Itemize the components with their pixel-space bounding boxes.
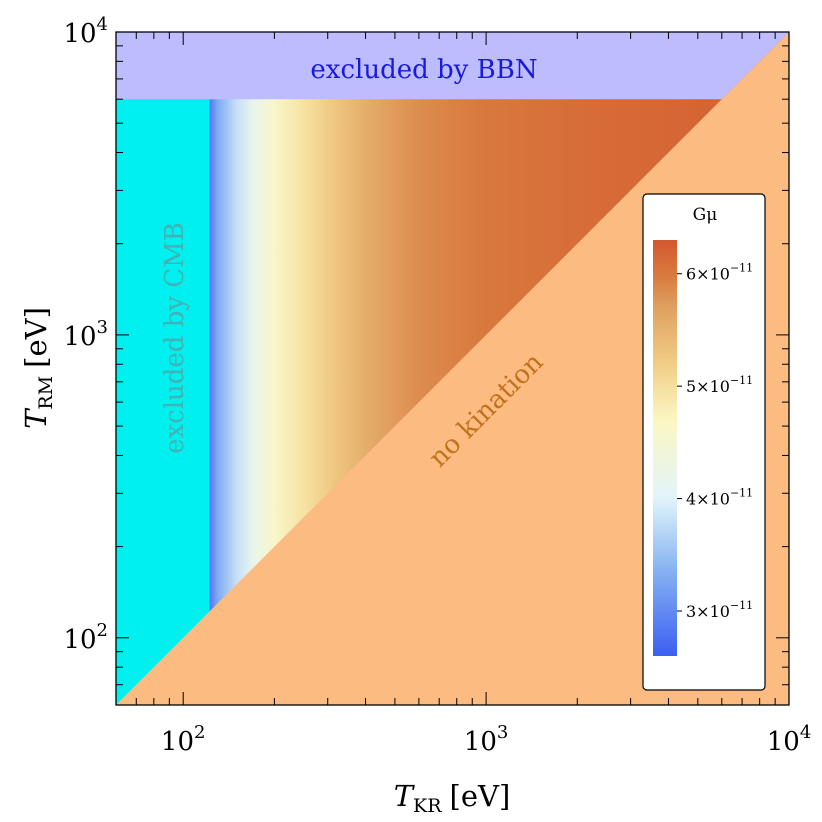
colorbar-tick-exp: −11 — [730, 487, 753, 500]
cmb-excluded-region-shape — [116, 32, 210, 705]
y-axis-label-sub: RM — [35, 376, 57, 410]
colorbar-tick-label: 4×10−11 — [686, 487, 753, 509]
x-tick-label: 102 — [161, 722, 206, 757]
colorbar-tick-exp: −11 — [730, 262, 753, 275]
y-axis-label-main: T — [19, 407, 53, 429]
y-tick-label-exp: 4 — [97, 14, 108, 35]
x-tick-label-base: 10 — [767, 727, 800, 757]
bbn-label: excluded by BBN — [310, 55, 537, 85]
x-axis-label-main: T — [394, 779, 416, 813]
x-tick-label-exp: 3 — [497, 722, 508, 743]
y-axis-label-unit: [eV] — [19, 307, 53, 368]
bbn-excluded-region-shape — [116, 32, 789, 100]
colorbar-tick-mantissa: 5×10 — [686, 377, 730, 396]
colorbar-legend: Gμ 3×10−114×10−115×10−116×10−11 — [642, 193, 766, 691]
x-tick-label-exp: 4 — [800, 722, 811, 743]
y-axis-ticks — [116, 31, 789, 706]
x-axis-tick-labels: 102 103 104 — [161, 722, 811, 757]
plot-frame — [115, 31, 790, 706]
colorbar-tick-exp: −11 — [730, 374, 753, 387]
colorbar-title: Gμ — [693, 205, 718, 225]
y-tick-label-base: 10 — [63, 322, 96, 352]
x-tick-label-exp: 2 — [194, 722, 205, 743]
colorbar-tick-exp: −11 — [730, 599, 753, 612]
y-tick-label: 102 — [63, 620, 108, 655]
y-tick-label-exp: 2 — [97, 620, 108, 641]
cmb-label: excluded by CMB — [160, 222, 190, 454]
colorbar-tick-label: 5×10−11 — [686, 374, 753, 396]
y-tick-label-exp: 3 — [97, 317, 108, 338]
y-tick-label: 103 — [63, 317, 108, 352]
colorbar-gradient — [653, 240, 677, 656]
colorbar-tick-label: 6×10−11 — [686, 262, 753, 284]
x-axis-label-unit: [eV] — [450, 779, 511, 813]
colorbar-tick-mantissa: 3×10 — [686, 602, 730, 621]
y-tick-label-base: 10 — [63, 19, 96, 49]
x-tick-label: 103 — [464, 722, 509, 757]
x-tick-label-base: 10 — [464, 727, 497, 757]
colorbar-tick-label: 3×10−11 — [686, 599, 753, 621]
x-tick-label: 104 — [767, 722, 812, 757]
colorbar-tick-mantissa: 4×10 — [686, 490, 730, 509]
x-axis-label-sub: KR — [413, 795, 442, 817]
no-kination-region — [116, 32, 789, 705]
x-axis-ticks — [115, 32, 790, 705]
y-tick-label: 104 — [63, 14, 108, 49]
x-tick-label-base: 10 — [161, 727, 194, 757]
y-axis-label: TRM [eV] — [19, 307, 57, 429]
y-tick-label-base: 10 — [63, 625, 96, 655]
colorbar-tick-labels: 3×10−114×10−115×10−116×10−11 — [677, 262, 753, 621]
colorbar-tick-mantissa: 6×10 — [686, 265, 730, 284]
x-axis-label: TKR [eV] — [394, 779, 511, 817]
